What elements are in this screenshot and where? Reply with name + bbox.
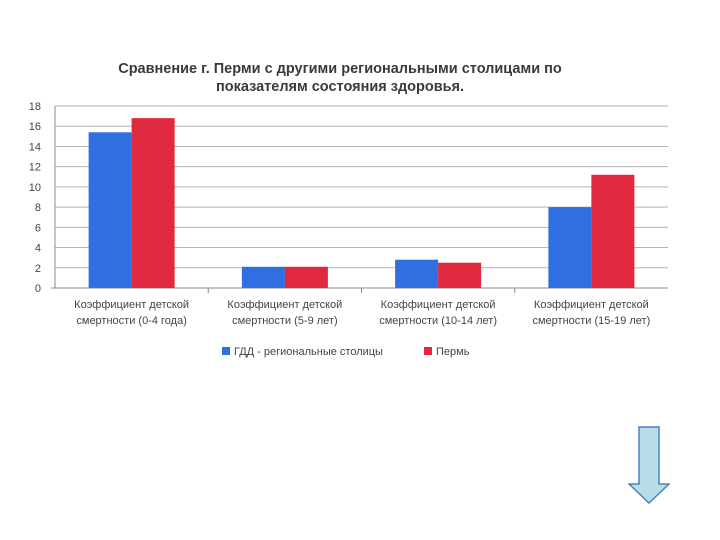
x-category-label: смертности (15-19 лет): [532, 315, 650, 327]
bar: [438, 262, 482, 288]
chart-title-line-2: показателям состояния здоровья.: [215, 79, 465, 95]
x-category-label: смертности (10-14 лет): [379, 315, 497, 327]
legend-swatch: [222, 347, 230, 355]
down-arrow-shape: [628, 426, 670, 504]
legend-label: Пермь: [436, 346, 470, 358]
bar: [88, 132, 132, 288]
bar: [131, 118, 175, 288]
down-arrow-icon[interactable]: [628, 426, 670, 504]
y-tick-label: 6: [35, 222, 41, 234]
y-tick-label: 14: [29, 141, 41, 153]
x-category-label: Коэффициент детской: [534, 299, 649, 311]
x-category-label: смертности (5-9 лет): [232, 315, 338, 327]
x-category-label: смертности (0-4 года): [76, 315, 187, 327]
bar: [241, 266, 285, 288]
y-tick-label: 16: [29, 121, 41, 133]
bar: [395, 259, 439, 288]
bar: [284, 266, 328, 288]
chart-title-line-1: Сравнение г. Перми с другими региональны…: [118, 61, 562, 77]
x-category-label: Коэффициент детской: [227, 299, 342, 311]
legend-swatch: [424, 347, 432, 355]
y-tick-label: 8: [35, 202, 41, 214]
y-tick-label: 0: [35, 283, 41, 295]
y-tick-label: 10: [29, 182, 41, 194]
x-category-label: Коэффициент детской: [74, 299, 189, 311]
y-tick-label: 18: [29, 101, 41, 113]
bar: [548, 207, 592, 288]
y-tick-label: 12: [29, 162, 41, 174]
y-tick-label: 4: [35, 243, 41, 255]
legend-label: ГДД - региональные столицы: [234, 346, 383, 358]
chart-title: Сравнение г. Перми с другими региональны…: [100, 60, 580, 96]
x-category-label: Коэффициент детской: [381, 299, 496, 311]
bar: [591, 174, 635, 288]
y-tick-label: 2: [35, 263, 41, 275]
